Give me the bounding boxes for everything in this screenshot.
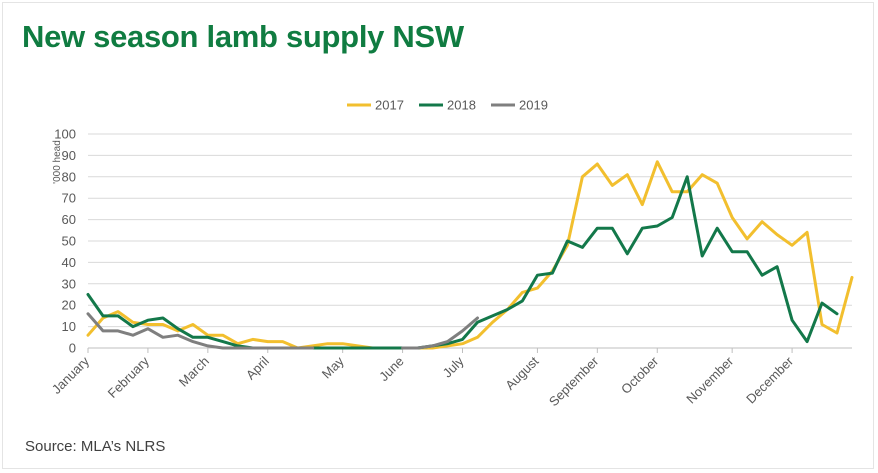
source-note: Source: MLA’s NLRS <box>25 438 166 455</box>
x-tick-label: January <box>49 353 93 397</box>
legend-label-2018: 2018 <box>447 98 476 113</box>
chart-title: New season lamb supply NSW <box>22 19 464 54</box>
series-line-2019 <box>86 312 479 350</box>
x-tick-label: October <box>618 353 662 397</box>
legend: 2017 2018 2019 <box>347 98 548 113</box>
y-tick-label: 90 <box>62 148 76 163</box>
gridlines <box>88 133 852 328</box>
y-tick-label: 20 <box>62 298 76 313</box>
legend-label-2017: 2017 <box>375 98 404 113</box>
y-tick-label: 80 <box>62 169 76 184</box>
x-tick-label: June <box>376 354 407 385</box>
x-tick-label: November <box>683 353 736 406</box>
x-tick-label: December <box>743 353 796 406</box>
y-axis-ticks: 0 10 20 30 40 50 60 70 80 90 100 <box>54 127 76 356</box>
y-tick-label: 60 <box>62 212 76 227</box>
y-tick-label: 10 <box>62 319 76 334</box>
x-tick-label: August <box>502 353 541 392</box>
legend-label-2019: 2019 <box>519 98 548 113</box>
y-tick-label: 100 <box>54 127 76 142</box>
x-tick-label: February <box>105 353 153 401</box>
y-tick-label: 40 <box>62 255 76 270</box>
y-tick-label: 30 <box>62 276 76 291</box>
x-tick-label: April <box>243 353 272 382</box>
x-tick-label: March <box>176 354 212 390</box>
y-tick-label: 70 <box>62 191 76 206</box>
series-line-2018 <box>86 175 839 350</box>
y-axis-label: '000 head <box>52 140 63 184</box>
x-tick-label: May <box>319 353 347 381</box>
x-axis-ticks: January February March April May June July Augu… <box>49 348 797 409</box>
series-lines <box>86 160 854 350</box>
x-tick-label: September <box>546 353 602 409</box>
y-tick-label: 0 <box>69 341 76 356</box>
x-tick-label: July <box>440 353 467 380</box>
y-tick-label: 50 <box>62 234 76 249</box>
series-line-2017 <box>86 160 854 350</box>
